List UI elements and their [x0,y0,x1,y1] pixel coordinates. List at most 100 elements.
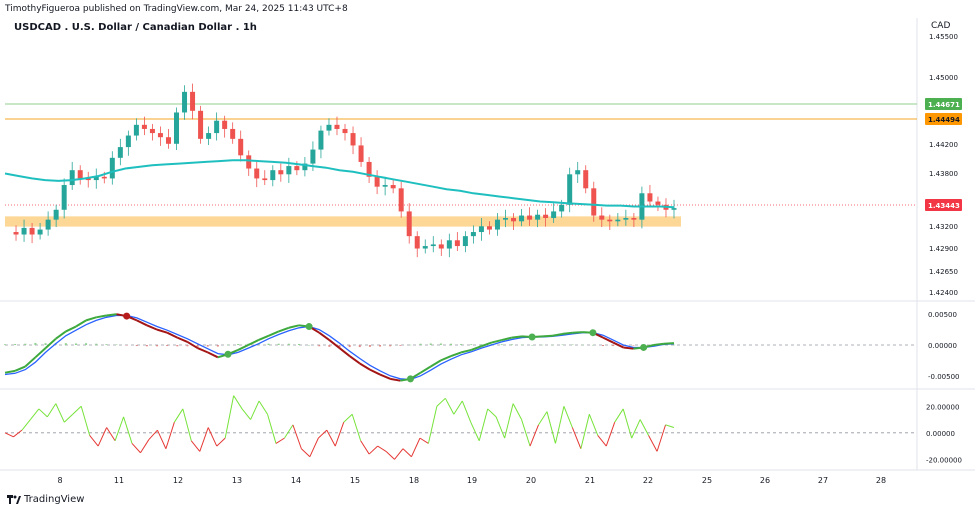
time-tick-label: 27 [818,476,828,485]
fast-line-segment [653,342,664,346]
candle-body [446,240,452,249]
momentum-segment [131,443,141,454]
histogram-bar [500,344,503,345]
momentum-segment [63,413,74,423]
cross-dot [589,329,597,337]
currency-label[interactable]: CAD [931,21,951,31]
fast-line-segment [612,341,624,349]
momentum-segment [631,419,641,439]
candle-body [278,170,284,175]
momentum-segment [224,395,235,439]
candle-body [511,218,517,222]
candle-body [125,135,131,148]
candle-body [647,193,653,202]
fast-line-segment [470,345,482,351]
momentum-segment [275,437,285,444]
level-badge-resistance-green [925,98,962,110]
momentum-segment [55,403,65,423]
osc1-tick-label: 0.00000 [928,342,957,350]
fast-line-segment [359,362,371,371]
candle-body [406,211,412,237]
momentum-segment [427,406,438,444]
time-tick-label: 19 [467,476,477,485]
fast-line-segment [24,356,37,368]
time-tick-label: 12 [173,476,183,485]
fast-line-segment [85,316,97,322]
time-tick-label: 26 [760,476,770,485]
fast-line-segment [491,339,502,344]
candle-body [101,176,107,179]
fast-line-segment [288,324,300,329]
momentum-segment [250,400,260,420]
histogram-bar [429,343,432,345]
price-tick-label: 1.42400 [929,289,958,297]
fast-line-segment [379,373,391,380]
candle-body [350,133,356,146]
fast-line-segment [156,328,168,334]
momentum-segment [521,419,531,447]
footer-brand[interactable]: TradingView [7,494,84,505]
momentum-segment [97,427,108,447]
momentum-segment [419,437,429,444]
momentum-segment [470,421,480,441]
candle-body [583,170,589,189]
fast-line-segment [460,348,472,354]
candle-body [422,246,428,249]
histogram-bar [105,344,108,345]
ema-line [4,159,675,209]
momentum-segment [140,439,150,453]
fast-line-segment [481,341,492,348]
histogram-bar [186,345,189,347]
time-tick-label: 15 [350,476,360,485]
fast-line-segment [268,330,280,337]
momentum-segment [80,406,91,436]
candle-body [366,161,372,177]
candle-body [109,157,115,179]
histogram-bar [85,343,88,345]
footer-brand-label: TradingView [24,494,85,505]
candle-body [61,185,67,210]
symbol-title[interactable]: USDCAD . U.S. Dollar / Canadian Dollar .… [14,22,257,33]
momentum-segment [13,429,23,438]
candle-body [382,185,388,187]
cross-dot [406,375,414,383]
histogram-bar [156,345,159,347]
candle-body [238,138,244,156]
histogram-bar [470,344,473,345]
histogram-bar [297,343,300,345]
level-badge-label: 1.44671 [928,101,960,109]
momentum-segment [72,405,82,415]
candle-body [414,236,420,249]
histogram-bar [612,345,615,347]
cross-dot [224,350,232,358]
histogram-bar [368,345,371,347]
momentum-segment [487,408,497,418]
momentum-segment [554,406,565,444]
candle-body [174,112,180,144]
candle-body [559,204,565,212]
histogram-bar [166,345,169,347]
time-tick-label: 14 [291,476,301,485]
fast-line-segment [430,359,442,368]
momentum-segment [444,398,455,415]
candle-body [318,130,324,150]
momentum-segment [267,414,277,444]
candle-body [302,163,308,171]
histogram-bar [308,345,311,346]
momentum-segment [351,414,362,441]
cross-dot [123,312,131,320]
momentum-segment [334,422,345,447]
candle-body [470,232,476,237]
histogram-bar [348,345,351,348]
momentum-segment [148,429,158,440]
momentum-segment [21,419,31,431]
fast-line-segment [338,347,351,357]
fast-line-segment [542,334,553,338]
tradingview-logo-icon [7,494,21,504]
fast-line-segment [511,335,523,339]
candle-body [527,215,533,220]
fast-line-segment [55,330,67,340]
momentum-segment [4,432,14,438]
histogram-bar [74,343,77,345]
